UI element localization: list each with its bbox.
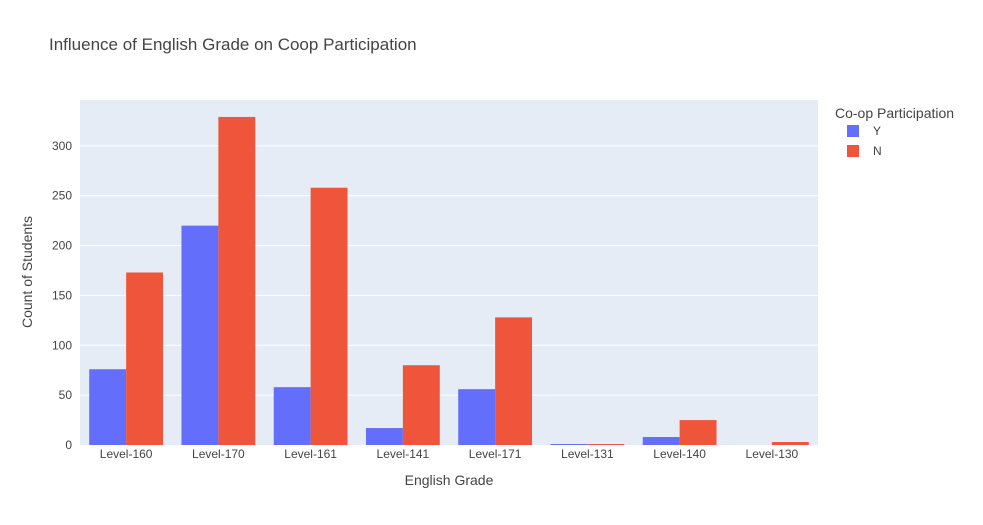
bar-n-level-170[interactable] bbox=[218, 116, 256, 445]
legend-swatch-y[interactable] bbox=[847, 125, 859, 137]
bar-n-level-141[interactable] bbox=[402, 365, 440, 445]
y-axis-ticks: 0 50 100 150 200 250 300 bbox=[52, 139, 72, 452]
legend-title: Co-op Participation bbox=[835, 105, 954, 121]
x-tick-label: Level-130 bbox=[746, 447, 799, 461]
y-axis-title: Count of Students bbox=[19, 216, 35, 328]
y-tick-label: 50 bbox=[59, 388, 73, 402]
bar-y-level-170[interactable] bbox=[181, 225, 219, 445]
bar-y-level-141[interactable] bbox=[365, 428, 403, 445]
bar-n-level-131[interactable] bbox=[587, 444, 625, 445]
x-tick-label: Level-160 bbox=[100, 447, 153, 461]
bar-y-level-131[interactable] bbox=[550, 444, 588, 445]
bar-n-level-160[interactable] bbox=[126, 272, 164, 446]
y-tick-label: 100 bbox=[52, 338, 72, 352]
bar-y-level-140[interactable] bbox=[642, 437, 680, 445]
y-tick-label: 250 bbox=[52, 189, 72, 203]
x-tick-label: Level-161 bbox=[284, 447, 337, 461]
x-tick-label: Level-140 bbox=[653, 447, 706, 461]
x-axis-title: English Grade bbox=[405, 472, 494, 488]
bar-y-level-171[interactable] bbox=[458, 389, 496, 445]
x-axis-ticks: Level-160 Level-170 Level-161 Level-141 Leve… bbox=[100, 447, 799, 461]
bar-n-level-140[interactable] bbox=[679, 420, 717, 445]
legend-label-n[interactable]: N bbox=[873, 144, 882, 158]
legend-swatch-n[interactable] bbox=[847, 145, 859, 157]
bar-y-level-161[interactable] bbox=[273, 387, 311, 445]
legend-label-y[interactable]: Y bbox=[873, 124, 881, 138]
bars bbox=[89, 116, 809, 446]
legend: Co-op Participation YN bbox=[835, 105, 954, 158]
y-tick-label: 0 bbox=[65, 438, 72, 452]
x-tick-label: Level-141 bbox=[377, 447, 430, 461]
bar-n-level-161[interactable] bbox=[310, 187, 348, 445]
bar-n-level-171[interactable] bbox=[495, 317, 533, 445]
x-tick-label: Level-131 bbox=[561, 447, 614, 461]
y-tick-label: 200 bbox=[52, 239, 72, 253]
bar-n-level-130[interactable] bbox=[771, 442, 809, 445]
y-tick-label: 300 bbox=[52, 139, 72, 153]
y-tick-label: 150 bbox=[52, 288, 72, 302]
bar-y-level-160[interactable] bbox=[89, 369, 127, 445]
chart-title: Influence of English Grade on Coop Parti… bbox=[49, 35, 417, 54]
x-tick-label: Level-170 bbox=[192, 447, 245, 461]
x-tick-label: Level-171 bbox=[469, 447, 522, 461]
